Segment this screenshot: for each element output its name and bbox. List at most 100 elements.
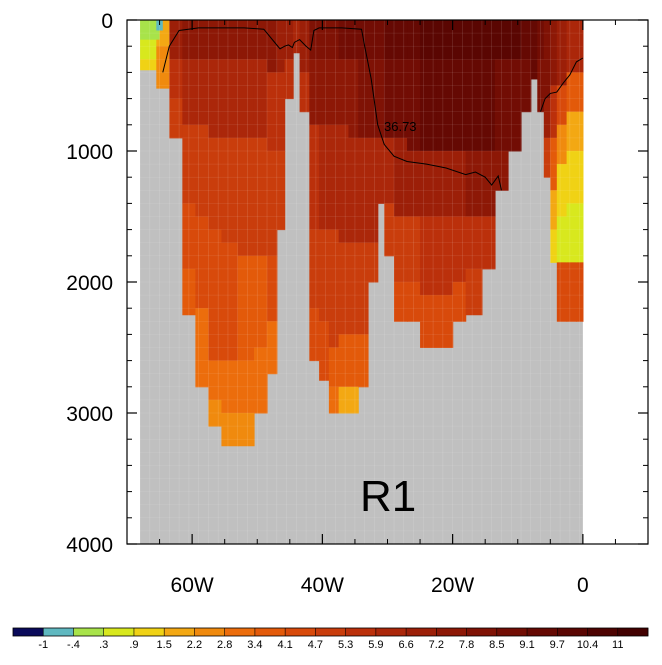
field-cell bbox=[576, 20, 584, 73]
field-cell bbox=[195, 308, 210, 388]
field-cell bbox=[556, 164, 568, 217]
colorbar-swatch bbox=[617, 628, 649, 636]
field-cell bbox=[267, 72, 278, 152]
field-cell bbox=[367, 242, 379, 283]
field-cell bbox=[436, 216, 454, 296]
colorbar-swatch bbox=[194, 628, 225, 636]
field-cell bbox=[309, 308, 320, 362]
y-tick-label: 0 bbox=[101, 10, 113, 33]
field-cell bbox=[550, 137, 558, 191]
field-cell bbox=[566, 262, 577, 322]
field-cell bbox=[367, 137, 379, 244]
field-cell bbox=[338, 59, 350, 126]
field-cell bbox=[494, 151, 509, 191]
field-cell bbox=[276, 151, 286, 231]
grid-lines bbox=[139, 19, 583, 545]
field-cell bbox=[276, 72, 286, 152]
colorbar-label: 5.9 bbox=[368, 639, 383, 651]
colorbar-swatch bbox=[527, 628, 558, 636]
field-cell bbox=[407, 216, 421, 283]
field-cell bbox=[267, 255, 278, 322]
colorbar-swatch bbox=[73, 628, 105, 636]
field-cell bbox=[543, 98, 551, 139]
field-cell bbox=[140, 39, 157, 60]
field-cell bbox=[284, 20, 294, 60]
colorbar-swatch bbox=[557, 628, 588, 636]
field-cell bbox=[550, 20, 558, 86]
field-cell bbox=[576, 203, 584, 263]
field-cell bbox=[267, 321, 278, 375]
field-cell bbox=[358, 242, 369, 335]
field-cell bbox=[169, 98, 183, 139]
field-cell bbox=[576, 111, 584, 152]
colorbar-label: -1 bbox=[38, 639, 48, 651]
field-cell bbox=[530, 20, 538, 80]
colorbar-label: 4.7 bbox=[308, 639, 323, 651]
field-cell bbox=[253, 347, 268, 414]
field-cell bbox=[169, 20, 183, 60]
field-cell bbox=[319, 59, 330, 126]
colorbar-swatch bbox=[224, 628, 256, 636]
field-cell bbox=[407, 59, 421, 152]
x-tick-label: 0 bbox=[577, 574, 589, 597]
x-tick-label: 40W bbox=[301, 574, 344, 597]
field-cell-surface bbox=[156, 20, 163, 31]
field-cell bbox=[237, 255, 255, 362]
colorbar-label: 11 bbox=[612, 639, 623, 651]
field-cell bbox=[309, 124, 320, 231]
field-cell bbox=[348, 59, 359, 139]
field-cell bbox=[182, 124, 196, 204]
axes: 60W 40W 20W 0 0 1000 2000 3000 4000 bbox=[66, 10, 649, 597]
field-cell bbox=[276, 20, 286, 73]
field-cell bbox=[299, 72, 310, 113]
y-tick-label: 1000 bbox=[66, 141, 113, 164]
field-cell bbox=[208, 360, 223, 401]
colorbar-border bbox=[12, 627, 649, 637]
field-cell bbox=[556, 262, 568, 322]
field-cell bbox=[436, 295, 454, 348]
field-cell bbox=[394, 216, 408, 283]
colorbar-swatch bbox=[285, 628, 316, 636]
field-cell bbox=[221, 413, 239, 447]
field-cell bbox=[237, 20, 255, 60]
field-cell bbox=[338, 124, 350, 244]
y-tick-label: 3000 bbox=[66, 403, 113, 426]
colorbar: -1 -.4 .3 .9 1.5 2.2 2.8 3.4 4.1 4.7 5.3 5.9 6.6 7.2 7… bbox=[12, 627, 649, 651]
field-cell bbox=[253, 137, 268, 257]
field-cell bbox=[566, 111, 577, 152]
y-tick-label: 2000 bbox=[66, 272, 113, 295]
colorbar-swatch bbox=[375, 628, 407, 636]
field-cell bbox=[328, 59, 340, 126]
field-cell bbox=[576, 151, 584, 204]
field-cell bbox=[309, 229, 320, 309]
field-cell bbox=[521, 20, 532, 60]
field-cell bbox=[384, 20, 395, 60]
field-cell bbox=[436, 151, 454, 217]
colorbar-swatch bbox=[133, 628, 165, 636]
field-cell bbox=[182, 59, 196, 126]
colorbar-label: .9 bbox=[129, 639, 138, 651]
field-cell bbox=[348, 386, 359, 414]
field-cell bbox=[208, 229, 223, 362]
field-cell bbox=[221, 59, 239, 139]
field-cell bbox=[338, 386, 350, 414]
field-cell bbox=[221, 242, 239, 362]
field-cell bbox=[208, 399, 223, 427]
field-cell bbox=[420, 295, 437, 348]
field-cell bbox=[319, 321, 330, 381]
colorbar-label: 2.2 bbox=[187, 639, 202, 651]
colorbar-label: 10.4 bbox=[577, 639, 598, 651]
field-cell bbox=[507, 20, 522, 60]
field-cell bbox=[253, 255, 268, 348]
field-cell bbox=[494, 20, 509, 60]
field-cell bbox=[452, 59, 467, 152]
field-cell bbox=[465, 268, 483, 316]
field-cell bbox=[377, 137, 385, 204]
contour-lines bbox=[162, 27, 584, 191]
field-cell bbox=[452, 216, 467, 283]
field-cell bbox=[195, 216, 210, 309]
colorbar-label: 7.8 bbox=[459, 639, 474, 651]
colorbar-label: 8.5 bbox=[489, 639, 504, 651]
colorbar-swatch bbox=[254, 628, 286, 636]
